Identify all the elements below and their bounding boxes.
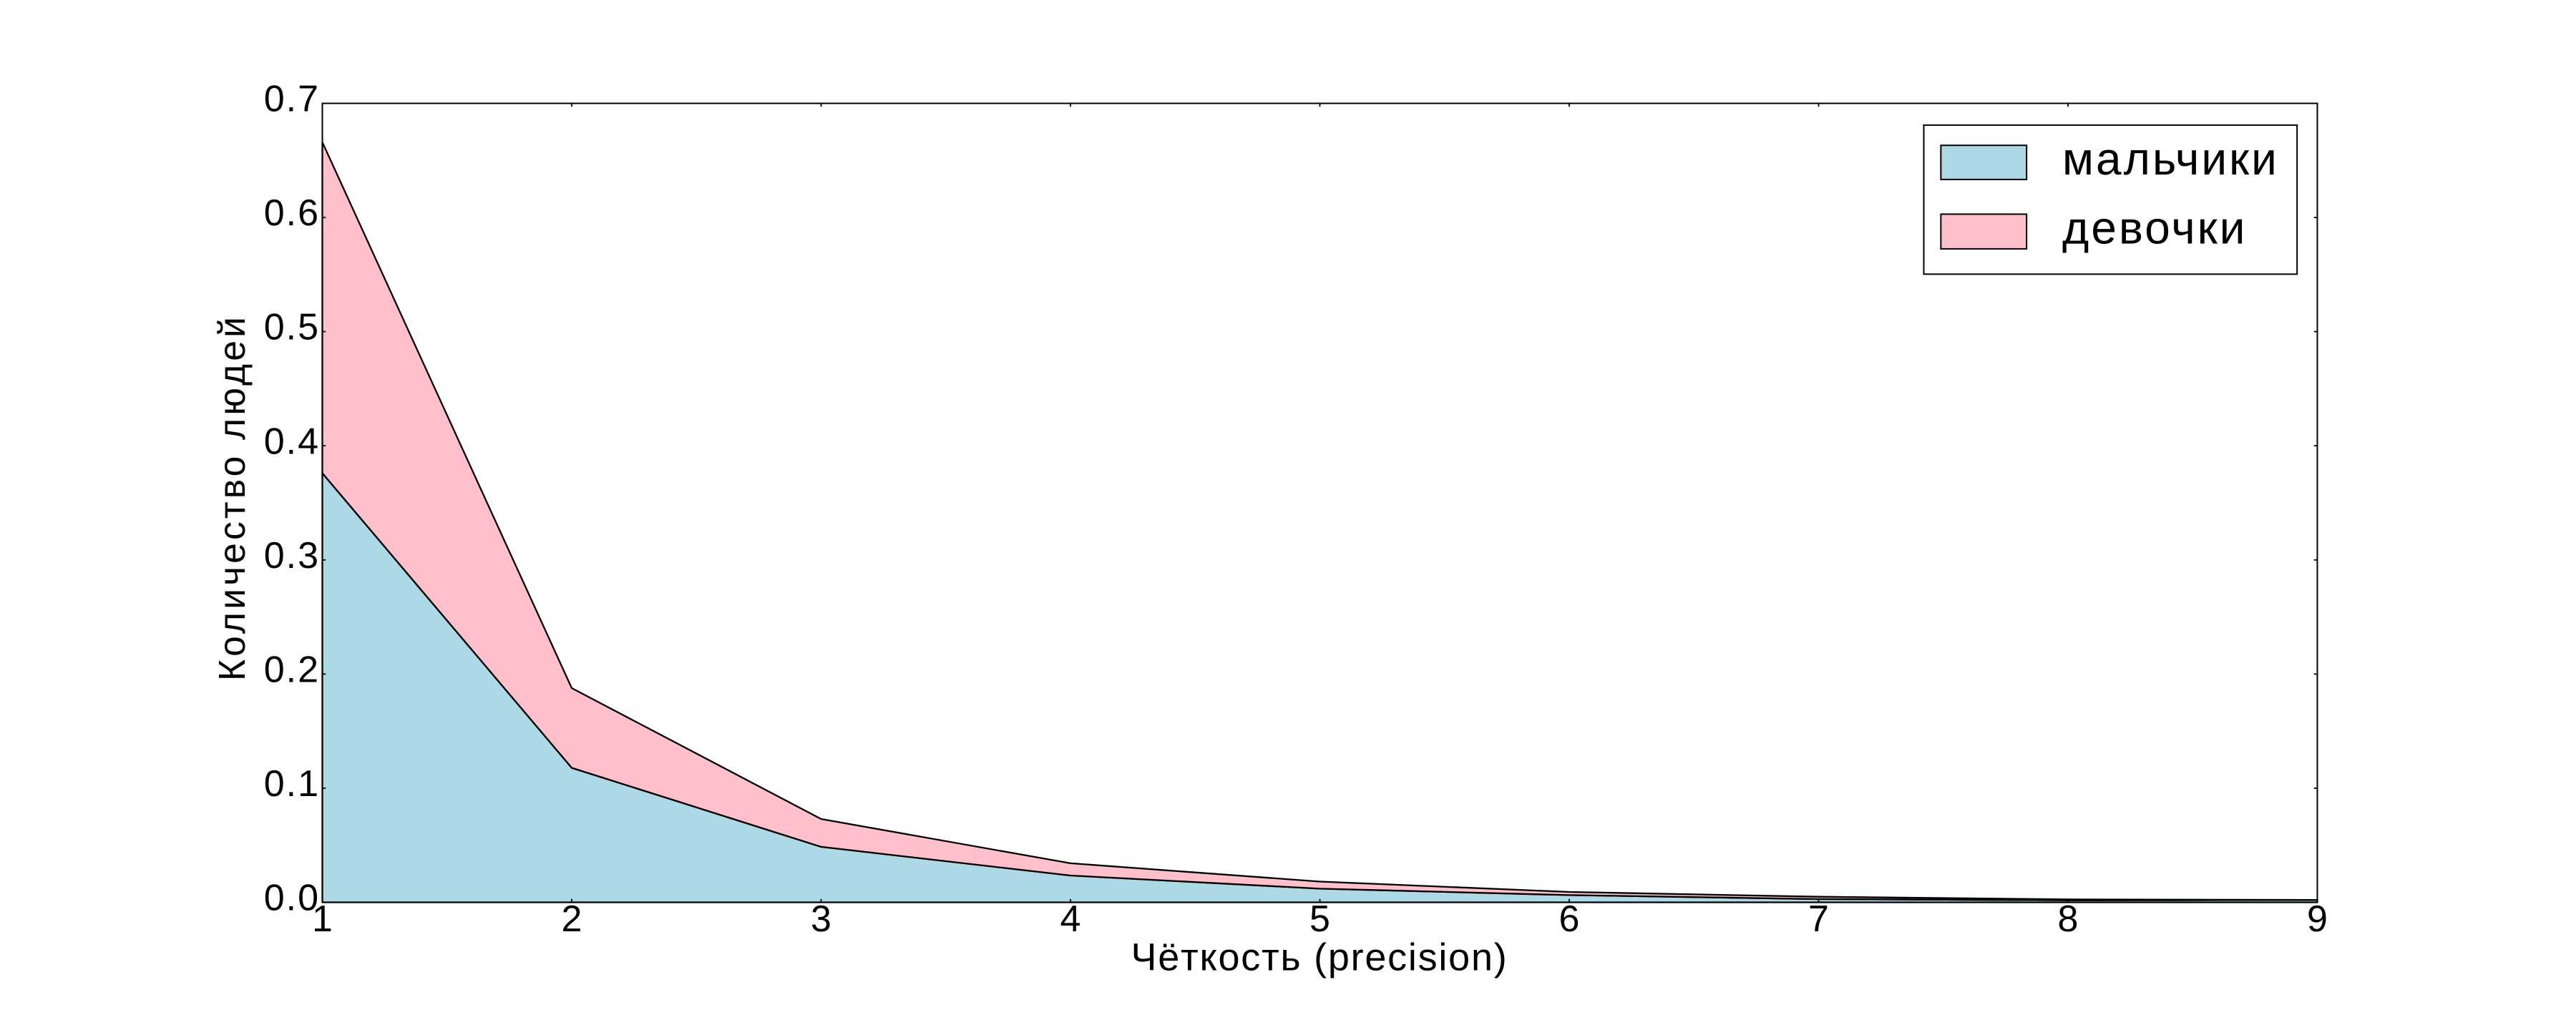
svg-text:0.1: 0.1 bbox=[264, 763, 320, 805]
svg-text:0.5: 0.5 bbox=[264, 307, 320, 348]
svg-text:9: 9 bbox=[2307, 898, 2328, 940]
svg-text:7: 7 bbox=[1808, 898, 1829, 940]
svg-text:0.3: 0.3 bbox=[264, 535, 320, 577]
svg-text:девочки: девочки bbox=[2062, 202, 2248, 254]
svg-text:Чёткость (precision): Чёткость (precision) bbox=[1131, 936, 1508, 979]
svg-text:Количество людей: Количество людей bbox=[211, 314, 253, 681]
svg-text:1: 1 bbox=[312, 898, 333, 940]
svg-text:5: 5 bbox=[1309, 898, 1330, 940]
svg-text:0.7: 0.7 bbox=[264, 79, 320, 120]
svg-text:8: 8 bbox=[2058, 898, 2079, 940]
svg-text:0.4: 0.4 bbox=[264, 421, 320, 462]
svg-text:6: 6 bbox=[1559, 898, 1580, 940]
svg-text:0.0: 0.0 bbox=[264, 878, 320, 919]
svg-text:4: 4 bbox=[1060, 898, 1081, 940]
svg-text:2: 2 bbox=[562, 898, 582, 940]
svg-text:0.2: 0.2 bbox=[264, 649, 320, 691]
svg-text:3: 3 bbox=[811, 898, 831, 940]
svg-text:мальчики: мальчики bbox=[2062, 133, 2279, 185]
svg-text:0.6: 0.6 bbox=[264, 192, 320, 234]
